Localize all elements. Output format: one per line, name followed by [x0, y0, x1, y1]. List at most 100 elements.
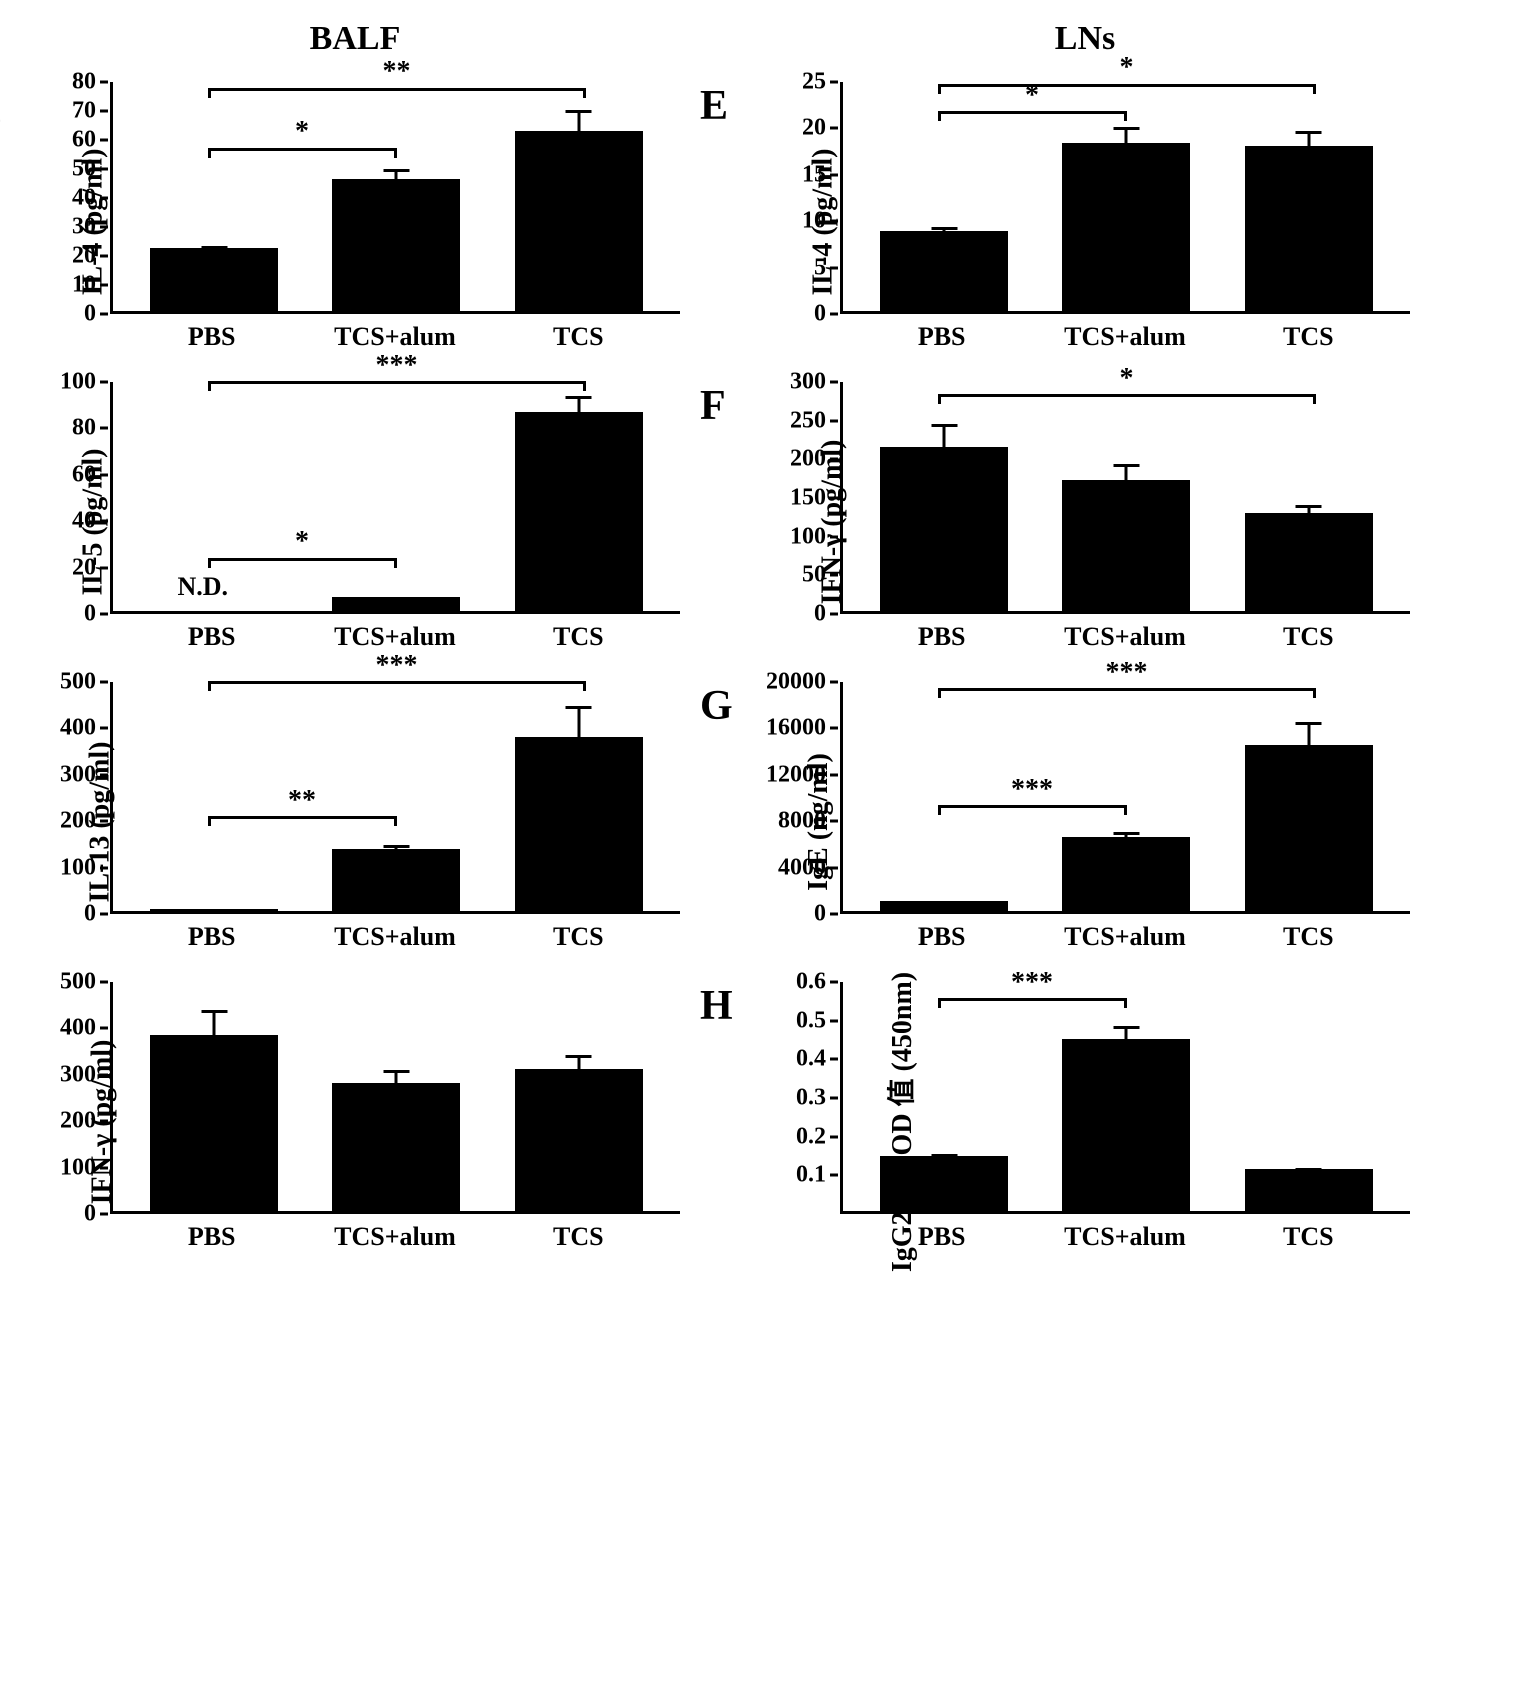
y-tick-label: 0.3 — [796, 1085, 830, 1112]
bar — [515, 737, 643, 911]
error-cap — [1113, 1026, 1139, 1029]
x-label: TCS+alum — [1042, 1218, 1207, 1262]
bar-group — [1227, 82, 1391, 311]
y-tick-mark — [100, 1073, 108, 1076]
bar-group — [1227, 682, 1391, 911]
x-label: TCS — [1226, 1218, 1391, 1262]
x-labels: PBSTCS+alumTCS — [110, 1218, 680, 1262]
error-cap — [566, 110, 592, 113]
panel-C: C IL-13 (pg/ml)0100200300400500*****PBST… — [20, 682, 690, 962]
y-tick-mark — [100, 427, 108, 430]
bar-group — [1044, 382, 1208, 611]
panel-D: D IFN-γ (pg/ml)0100200300400500PBSTCS+al… — [20, 982, 690, 1262]
error-bar — [395, 1070, 398, 1083]
bar — [1245, 146, 1373, 311]
panel-G: G IgE (ng/ml)040008000120001600020000***… — [750, 682, 1420, 962]
y-tick: 200 — [790, 446, 838, 473]
error-bar — [943, 227, 946, 232]
y-tick-label: 150 — [790, 485, 830, 512]
error-bar — [1307, 722, 1310, 745]
column-title-lns: LNs — [750, 20, 1420, 58]
bars-container — [843, 82, 1410, 311]
error-bar — [1125, 1026, 1128, 1039]
y-tick-mark — [830, 81, 838, 84]
y-tick: 100 — [790, 523, 838, 550]
y-tick-mark — [100, 981, 108, 984]
x-labels: PBSTCS+alumTCS — [840, 1218, 1410, 1262]
error-bar — [577, 706, 580, 737]
y-tick-label: 250 — [790, 407, 830, 434]
bar — [515, 412, 643, 611]
y-tick-mark — [830, 913, 838, 916]
bar — [332, 179, 460, 311]
y-tick-mark — [830, 1174, 838, 1177]
y-tick: 0 — [84, 1201, 108, 1228]
y-tick: 100 — [60, 1154, 108, 1181]
y-tick: 0.2 — [796, 1123, 838, 1150]
y-tick-label: 20 — [802, 115, 830, 142]
plot-area: ** — [840, 82, 1410, 314]
panel-E: E IL-4 (pg/ml)0510152025**PBSTCS+alumTCS — [750, 82, 1420, 362]
x-label: TCS+alum — [312, 918, 477, 962]
nd-label: N.D. — [177, 572, 228, 602]
y-tick-mark — [100, 168, 108, 171]
bar — [1062, 1039, 1190, 1211]
y-tick-mark — [100, 110, 108, 113]
y-tick-label: 10 — [802, 208, 830, 235]
y-tick-mark — [830, 535, 838, 538]
y-tick-label: 100 — [790, 523, 830, 550]
y-tick-label: 5 — [814, 254, 830, 281]
bar — [1062, 143, 1190, 311]
bar-group — [1044, 682, 1208, 911]
bar — [150, 909, 278, 911]
y-tick: 5 — [814, 254, 838, 281]
bar-group — [314, 982, 478, 1211]
error-cap — [201, 909, 227, 912]
bar-group — [1227, 982, 1391, 1211]
bar — [1245, 513, 1373, 611]
y-tick-mark — [830, 127, 838, 130]
chart: IFN-γ (pg/ml)0100200300400500PBSTCS+alum… — [20, 982, 690, 1262]
significance-text: *** — [1011, 967, 1053, 999]
y-tick: 30 — [72, 214, 108, 241]
y-tick-label: 200 — [60, 1108, 100, 1135]
y-tick-mark — [100, 1213, 108, 1216]
bar — [1245, 1169, 1373, 1211]
y-tick-label: 0 — [814, 601, 830, 628]
y-tick: 40 — [72, 508, 108, 535]
panel-A: A IL-4 (pg/ml)01020304050607080***PBSTCS… — [20, 82, 690, 362]
error-bar — [1307, 131, 1310, 146]
panel-H: H IgG2a 的 OD 值 (450nm)0.10.20.30.40.50.6… — [750, 982, 1420, 1262]
error-cap — [931, 1154, 957, 1157]
y-tick-mark — [830, 419, 838, 422]
y-tick-label: 10 — [72, 272, 100, 299]
chart: IL-4 (pg/ml)01020304050607080***PBSTCS+a… — [20, 82, 690, 362]
error-cap — [566, 396, 592, 399]
x-label: PBS — [129, 618, 294, 662]
y-tick: 300 — [60, 1061, 108, 1088]
y-tick: 12000 — [766, 761, 838, 788]
y-tick-label: 60 — [72, 127, 100, 154]
y-tick-mark — [100, 313, 108, 316]
error-bar — [943, 424, 946, 447]
y-tick: 8000 — [778, 808, 838, 835]
y-tick-label: 40 — [72, 185, 100, 212]
y-tick-mark — [100, 473, 108, 476]
error-cap — [566, 1055, 592, 1058]
bar-group — [132, 682, 296, 911]
error-cap — [383, 845, 409, 848]
bar — [150, 248, 278, 311]
y-tick: 500 — [60, 969, 108, 996]
bars-container — [113, 82, 680, 311]
y-tick-mark — [830, 681, 838, 684]
y-ticks: 020406080100 — [20, 382, 108, 614]
y-tick: 20 — [802, 115, 838, 142]
error-bar — [395, 169, 398, 179]
y-tick-mark — [100, 773, 108, 776]
y-tick: 500 — [60, 669, 108, 696]
y-tick-label: 0.1 — [796, 1162, 830, 1189]
chart: IL-13 (pg/ml)0100200300400500*****PBSTCS… — [20, 682, 690, 962]
panel-label: H — [700, 982, 733, 1030]
y-tick: 250 — [790, 407, 838, 434]
y-tick-label: 25 — [802, 69, 830, 96]
